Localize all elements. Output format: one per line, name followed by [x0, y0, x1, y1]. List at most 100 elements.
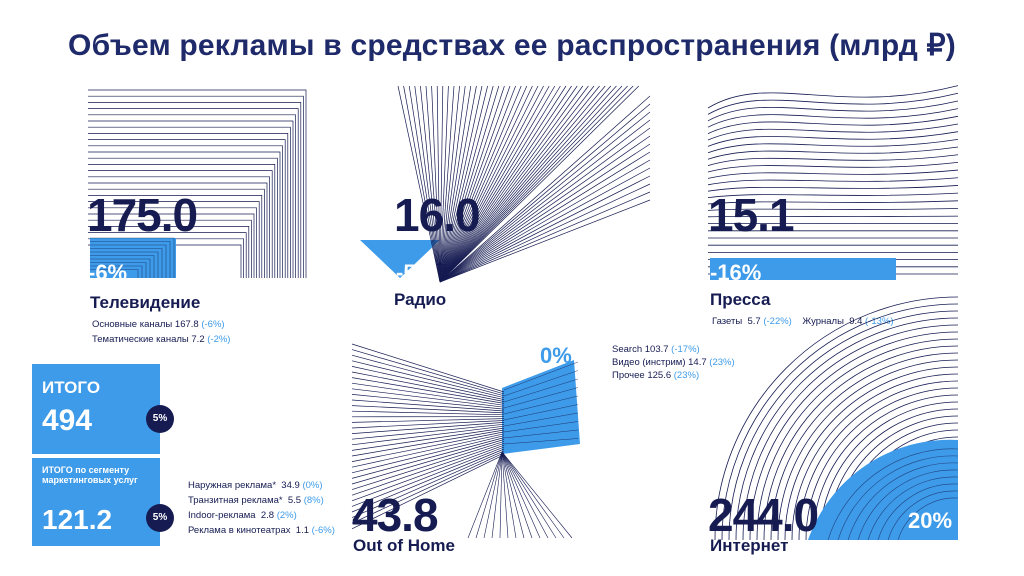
tv-frame-line [88, 102, 302, 278]
radio-fan-line [439, 85, 483, 283]
ooh-perspective-line [351, 444, 505, 502]
ooh-floor-line [501, 451, 565, 539]
tv-inner-line [90, 248, 163, 278]
ooh-perspective-line [351, 448, 505, 513]
tv-frame-line [88, 108, 299, 278]
radio-fan-line [439, 119, 651, 283]
ooh-item-transit: Транзитная реклама* 5.5 (8%) [188, 495, 324, 506]
ooh-items: Наружная реклама* 34.9 (0%) Транзитная р… [188, 478, 335, 538]
ooh-perspective-line [351, 399, 505, 412]
tv-inner-line [90, 258, 151, 278]
radio-fan-line [439, 85, 606, 283]
radio-fan-line [439, 85, 455, 283]
internet-arc-line [721, 303, 959, 541]
internet-inner-arc [867, 476, 959, 541]
radio-fan-line [436, 85, 441, 283]
tv-frame-line [88, 120, 294, 278]
tv-label: Телевидение [90, 293, 201, 312]
ooh-perspective-line [351, 442, 505, 496]
radio-fan-line [439, 85, 567, 283]
radio-fan-line [439, 143, 651, 283]
radio-fan-line [439, 85, 449, 283]
tv-frame-line [88, 95, 304, 278]
tv-inner-line [90, 262, 147, 278]
press-wave-line [707, 154, 959, 166]
internet-arc-line [714, 296, 959, 541]
radio-fan-line [439, 183, 651, 283]
internet-inner-arc [847, 462, 959, 541]
radio-fan-line [439, 127, 651, 283]
tv-frame-line [88, 151, 281, 278]
internet-arc-line [791, 373, 959, 541]
ooh-perspective-line [351, 371, 505, 402]
radio-fan-line [439, 85, 460, 283]
radio-fan-line [439, 85, 623, 283]
tv-item-main: Основные каналы 167.8 (-6%) [92, 319, 225, 330]
ooh-window-line [503, 361, 579, 391]
ooh-window-line [503, 438, 579, 445]
radio-fan-line [439, 191, 651, 283]
internet-arc-line [812, 394, 959, 541]
radio-fan-line [439, 85, 544, 283]
ooh-perspective-line [351, 382, 505, 406]
tv-frame-line [88, 195, 263, 278]
press-items: Газеты 5.7 (-22%) Журналы 9.4 (-13%) [712, 314, 894, 329]
internet-inner-arc [877, 483, 959, 541]
tv-frame-line [88, 182, 268, 278]
tv-inner-line [90, 251, 159, 278]
internet-label: Интернет [710, 536, 789, 555]
marketing-change-badge: 5% [146, 504, 174, 532]
ooh-perspective-line [351, 420, 505, 429]
ooh-window-line [503, 412, 579, 427]
radio-fan-line [439, 111, 651, 283]
ooh-item-indoor: Indoor-реклама 2.8 (2%) [188, 510, 297, 521]
marketing-label: ИТОГО по сегменту маркетинговых услуг [42, 465, 138, 485]
radio-fan-line [439, 85, 628, 283]
tv-value: 175.0 [87, 189, 198, 241]
ooh-window-line [503, 378, 579, 403]
radio-fan-line [439, 85, 640, 283]
tv-frame-line [88, 176, 270, 278]
radio-fan-line [439, 85, 472, 283]
radio-fan-line [439, 85, 477, 283]
press-item-magazines: Журналы 9.4 (-13%) [802, 316, 894, 327]
ooh-perspective-line [351, 360, 505, 399]
ooh-change: 0% [540, 343, 572, 368]
press-wave-line [707, 123, 959, 141]
radio-fan-line [439, 159, 651, 283]
press-change: -16% [710, 260, 762, 285]
tv-frame-line [88, 114, 296, 278]
ooh-perspective-line [351, 354, 505, 397]
ooh-perspective-line [351, 366, 505, 400]
tv-frame-line [88, 188, 265, 278]
tv-change-block [90, 238, 176, 278]
ooh-perspective-line [351, 423, 505, 440]
ooh-perspective-line [351, 431, 505, 462]
press-wave-line [707, 192, 959, 198]
total-label: ИТОГО [42, 378, 101, 397]
ooh-window-line [503, 429, 579, 439]
radio-fan-line [439, 151, 651, 283]
radio-fan-line [439, 167, 651, 283]
ooh-perspective-line [351, 452, 505, 524]
ooh-floor-line [499, 451, 503, 539]
internet-arc-line [770, 352, 959, 541]
radio-fan-line [439, 85, 634, 283]
ooh-window-line [503, 370, 579, 397]
tv-frame-line [88, 145, 283, 278]
ooh-perspective-line [351, 377, 505, 404]
ooh-label: Out of Home [353, 536, 455, 555]
tv-frame-line [88, 207, 257, 278]
radio-fan-line [439, 85, 511, 283]
radio-fan-line [403, 85, 441, 283]
ooh-perspective-line [351, 454, 505, 530]
marketing-box: ИТОГО по сегменту маркетинговых услуг 12… [32, 458, 160, 546]
tv-inner-line [90, 241, 171, 278]
internet-inner-arc [887, 490, 959, 541]
radio-triangle [360, 240, 440, 278]
press-wave-line [707, 215, 959, 218]
tv-inner-line [90, 269, 139, 278]
tv-frame-line [88, 164, 276, 278]
internet-item-search: Search 103.7 (-17%) [612, 344, 700, 355]
ooh-window-line [503, 395, 579, 415]
